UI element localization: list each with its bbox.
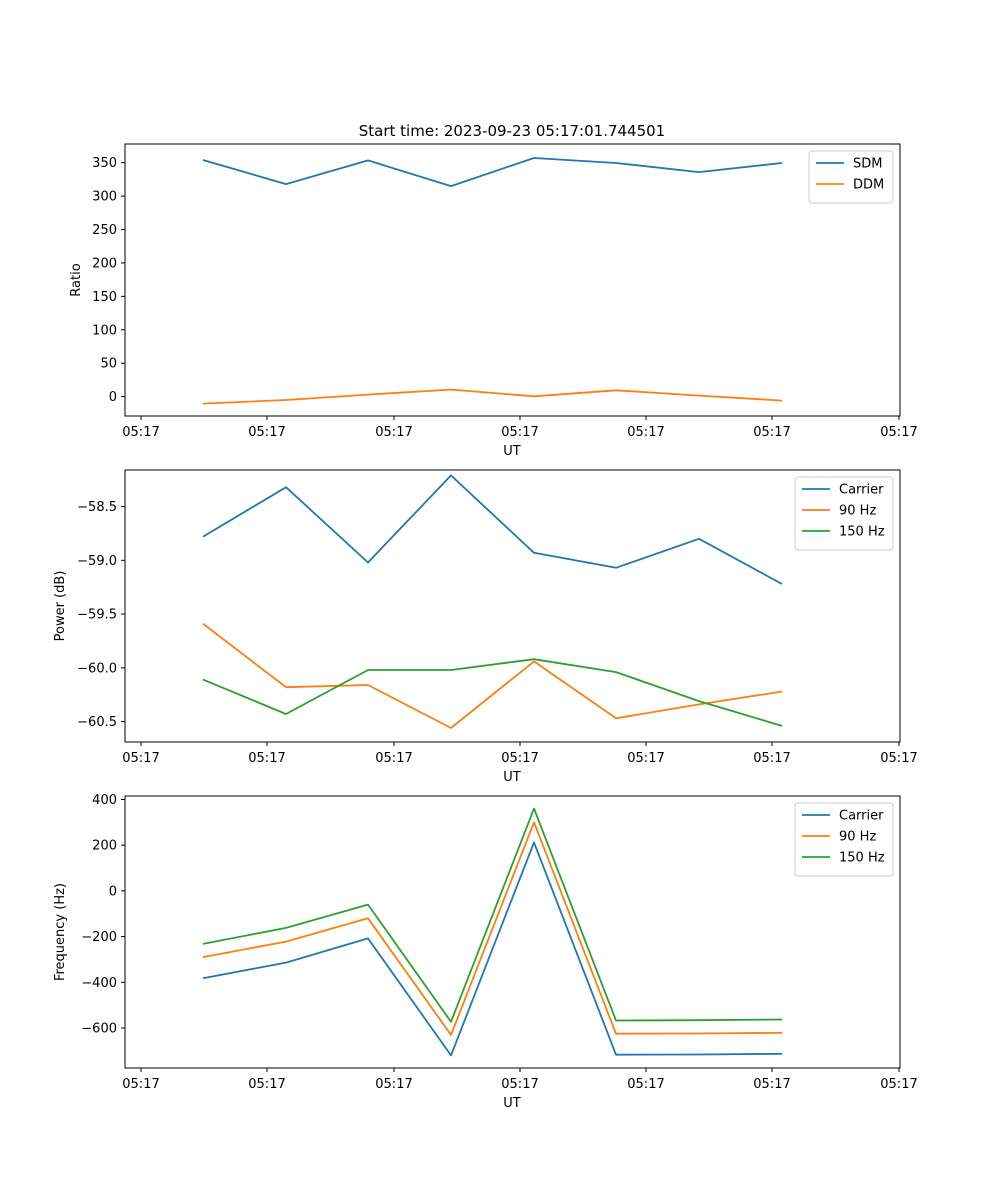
legend-label: 90 Hz: [839, 504, 876, 519]
y-tick-label: 350: [92, 156, 117, 171]
series-line-150-hz: [202, 807, 783, 1023]
x-tick-label: 05:17: [627, 1077, 664, 1092]
x-tick-label: 05:17: [880, 1077, 917, 1092]
legend-label: 150 Hz: [839, 525, 885, 540]
chart-panel-1: 0 50 100 150 200 250 300 350 05:17 05:17 05:17 05:1…: [69, 143, 918, 459]
x-tick-label: 05:17: [753, 425, 790, 440]
legend-label: 150 Hz: [839, 851, 885, 866]
x-tick-label: 05:17: [880, 425, 917, 440]
series-line-ddm: [202, 388, 783, 405]
y-tick-label: 200: [92, 256, 117, 271]
x-tick-label: 05:17: [880, 751, 917, 766]
x-tick-label: 05:17: [122, 1077, 159, 1092]
x-tick-label: 05:17: [501, 1077, 538, 1092]
legend: SDM DDM: [808, 150, 894, 204]
axes-frame: [124, 143, 901, 417]
x-axis-label: UT: [503, 770, 521, 785]
chart-panel-2: −60.5 −60.0 −59.5 −59.0 −58.5 05:17 05:17 05:17…: [53, 469, 918, 785]
x-axis-label: UT: [503, 1096, 521, 1111]
y-axis-label: Frequency (Hz): [53, 883, 68, 981]
legend-label: Carrier: [839, 483, 884, 498]
legend-label: SDM: [853, 157, 882, 172]
y-axis-label: Power (dB): [53, 571, 68, 642]
x-tick-label: 05:17: [248, 1077, 285, 1092]
y-tick-label: −58.5: [77, 500, 117, 515]
y-tick-label: 250: [92, 223, 117, 238]
legend: Carrier 90 Hz 150 Hz: [794, 476, 894, 551]
y-tick-label: 100: [92, 323, 117, 338]
axes-frame: [124, 795, 901, 1069]
x-tick-label: 05:17: [375, 751, 412, 766]
x-axis-label: UT: [503, 444, 521, 459]
series-line-sdm: [202, 157, 783, 188]
y-tick-label: 200: [92, 839, 117, 854]
legend-label: Carrier: [839, 809, 884, 824]
series-line-90-hz: [202, 622, 783, 729]
legend: Carrier 90 Hz 150 Hz: [794, 802, 894, 877]
y-tick-label: −400: [81, 976, 117, 991]
y-tick-label: −200: [81, 930, 117, 945]
x-tick-label: 05:17: [375, 1077, 412, 1092]
x-tick-label: 05:17: [501, 425, 538, 440]
y-tick-label: −60.0: [77, 661, 117, 676]
series-line-carrier: [202, 841, 783, 1057]
y-tick-label: 50: [100, 357, 117, 372]
x-tick-label: 05:17: [375, 425, 412, 440]
y-tick-label: 300: [92, 190, 117, 205]
figure-title: Start time: 2023-09-23 05:17:01.744501: [359, 122, 665, 140]
chart-panel-3: −600 −400 −200 0 200 400 05:17 05:17 05:17 05:17 0…: [53, 793, 918, 1111]
x-tick-label: 05:17: [122, 425, 159, 440]
x-tick-label: 05:17: [753, 751, 790, 766]
x-tick-label: 05:17: [753, 1077, 790, 1092]
y-axis-label: Ratio: [69, 263, 84, 296]
x-tick-label: 05:17: [248, 425, 285, 440]
legend-label: 90 Hz: [839, 830, 876, 845]
x-tick-label: 05:17: [122, 751, 159, 766]
axes-frame: [124, 469, 901, 743]
y-tick-label: 400: [92, 793, 117, 808]
y-tick-label: −60.5: [77, 715, 117, 730]
x-tick-label: 05:17: [501, 751, 538, 766]
y-tick-label: −59.5: [77, 608, 117, 623]
x-tick-label: 05:17: [248, 751, 285, 766]
series-line-150-hz: [202, 658, 783, 727]
legend-box: [808, 150, 894, 204]
y-tick-label: −59.0: [77, 554, 117, 569]
series-line-90-hz: [202, 821, 783, 1036]
y-tick-label: −600: [81, 1022, 117, 1037]
y-tick-label: 150: [92, 290, 117, 305]
x-tick-label: 05:17: [627, 751, 664, 766]
series-line-carrier: [202, 474, 783, 585]
y-tick-label: 0: [109, 884, 117, 899]
panels: 0 50 100 150 200 250 300 350 05:17 05:17 05:17 05:1…: [53, 143, 918, 1111]
y-tick-label: 0: [109, 390, 117, 405]
x-tick-label: 05:17: [627, 425, 664, 440]
legend-label: DDM: [853, 178, 884, 193]
